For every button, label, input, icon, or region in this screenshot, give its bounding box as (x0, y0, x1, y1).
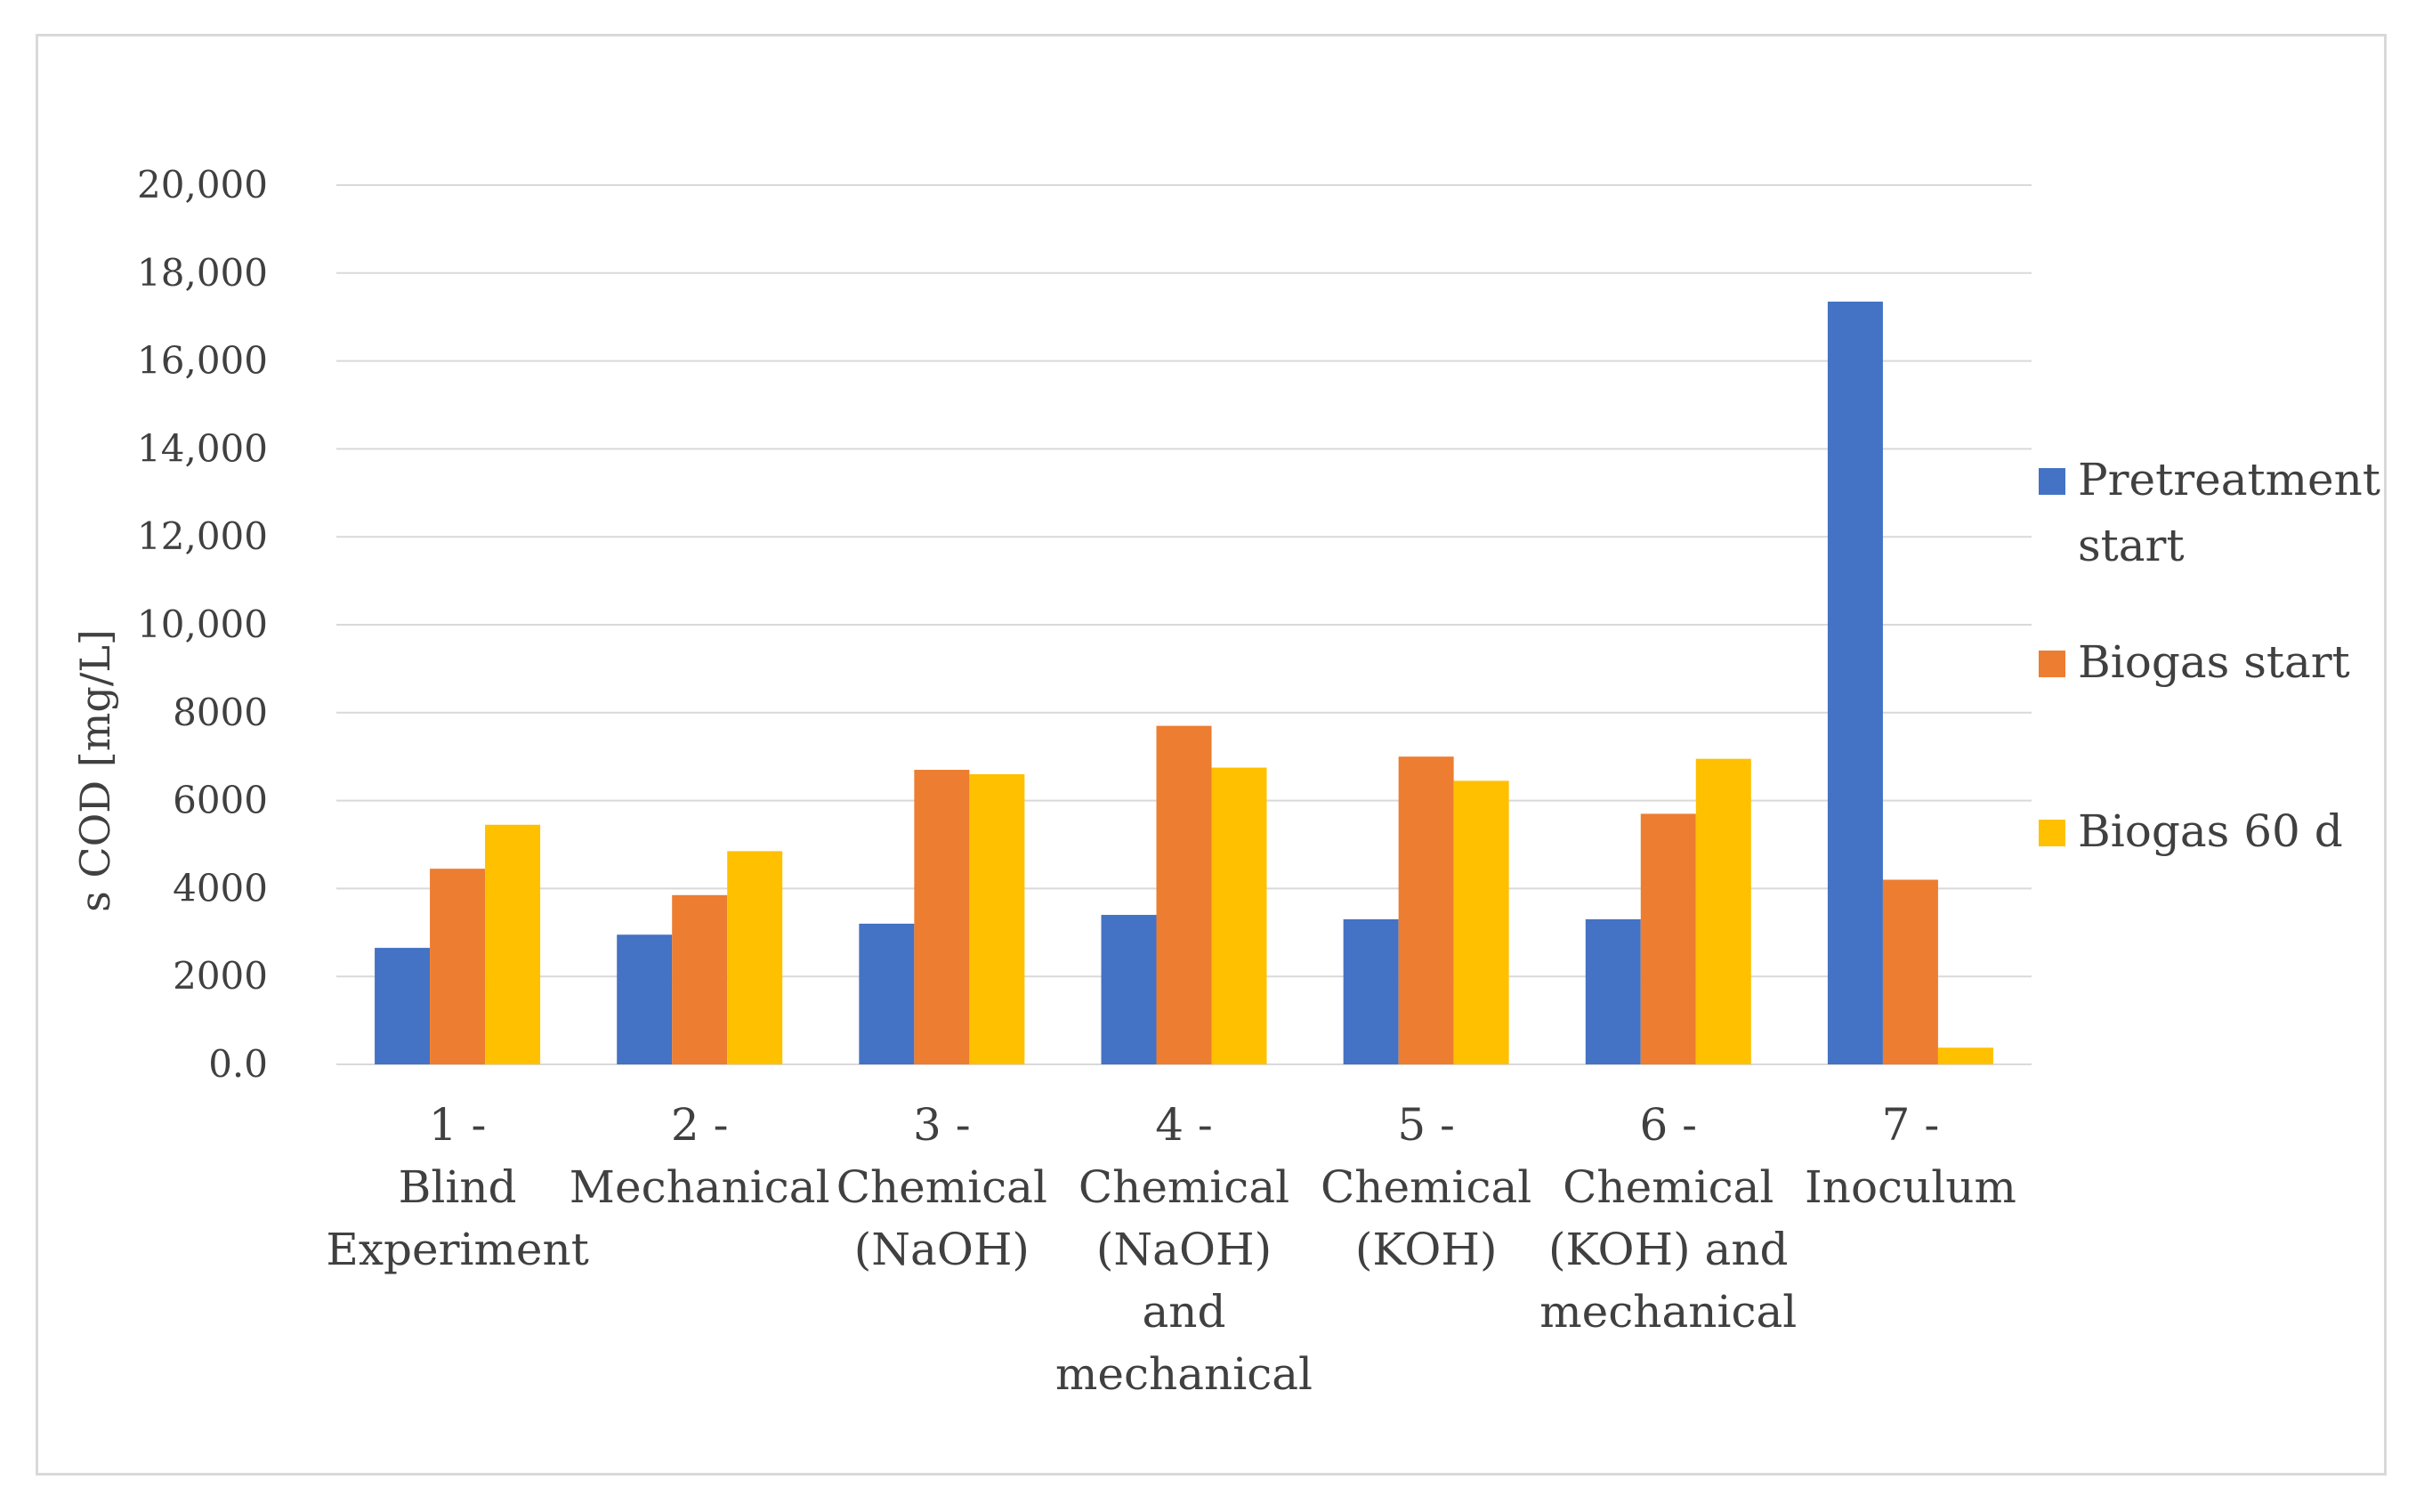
legend-label: Pretreatment (2078, 454, 2380, 505)
x-category-label: 6 - (1639, 1099, 1697, 1151)
y-tick-label: 4000 (173, 866, 268, 910)
chart-svg: 0.0 2000 4000 6000 8000 10,000 12,000 14,000 16,… (71, 163, 2380, 1400)
x-category-label: (KOH) (1355, 1224, 1498, 1275)
bar (914, 770, 970, 1064)
bar (1343, 918, 1399, 1064)
y-tick-label: 18,000 (137, 251, 268, 295)
y-tick-label: 8000 (173, 691, 268, 734)
x-category-label: 7 - (1882, 1099, 1940, 1151)
legend: Pretreatment start Biogas start Biogas 60 d (2039, 454, 2380, 857)
legend-label: Biogas start (2078, 636, 2350, 688)
bar (727, 851, 783, 1064)
x-category-label: 3 - (913, 1099, 971, 1151)
bar (1453, 780, 1509, 1064)
bar (1156, 725, 1212, 1064)
y-tick-label: 12,000 (137, 514, 268, 558)
legend-label: start (2078, 520, 2185, 571)
x-category-label: 4 - (1155, 1099, 1213, 1151)
x-category-label: Inoculum (1805, 1161, 2016, 1213)
bar (1585, 918, 1641, 1064)
bar (1695, 758, 1751, 1064)
x-category-label: and (1142, 1286, 1225, 1338)
category-labels: 1 - Blind Experiment 2 - Mechanical 3 - Chemic… (326, 1099, 2016, 1400)
bar (1211, 767, 1267, 1064)
x-category-label: Chemical (1321, 1161, 1531, 1213)
bar (859, 923, 915, 1064)
x-category-label: (NaOH) (854, 1224, 1030, 1275)
bar (430, 869, 486, 1064)
y-tick-label: 10,000 (137, 602, 268, 646)
x-category-label: Chemical (1563, 1161, 1774, 1213)
bar (617, 934, 673, 1064)
bar (1937, 1047, 1993, 1064)
bar (1827, 301, 1883, 1064)
x-category-label: (NaOH) (1096, 1224, 1272, 1275)
bar (1398, 756, 1454, 1064)
x-category-label: 2 - (671, 1099, 729, 1151)
y-tick-labels: 0.0 2000 4000 6000 8000 10,000 12,000 14,000 16,… (137, 163, 268, 1086)
x-category-label: Mechanical (570, 1161, 830, 1213)
bar (375, 948, 431, 1064)
x-category-label: Chemical (1079, 1161, 1289, 1213)
x-category-label: 5 - (1397, 1099, 1455, 1151)
chart-frame: 0.0 2000 4000 6000 8000 10,000 12,000 14,000 16,… (36, 34, 2387, 1476)
legend-swatch (2039, 651, 2065, 677)
bars (375, 301, 1993, 1064)
x-category-label: (KOH) and (1548, 1224, 1789, 1275)
legend-swatch (2039, 468, 2065, 495)
x-category-label: 1 - (429, 1099, 487, 1151)
y-axis-title: s COD [mg/L] (71, 629, 119, 912)
legend-swatch (2039, 820, 2065, 846)
y-tick-label: 0.0 (208, 1042, 268, 1086)
legend-label: Biogas 60 d (2078, 805, 2343, 857)
bar (672, 894, 728, 1064)
y-tick-label: 14,000 (137, 426, 268, 470)
bar (1882, 879, 1938, 1064)
bar (1640, 813, 1696, 1064)
bar (485, 824, 541, 1064)
y-tick-label: 2000 (173, 954, 268, 998)
x-category-label: Chemical (836, 1161, 1047, 1213)
x-category-label: Blind (399, 1161, 517, 1213)
x-category-label: mechanical (1539, 1286, 1797, 1338)
y-tick-label: 16,000 (137, 339, 268, 383)
bar (969, 773, 1025, 1064)
y-tick-label: 6000 (173, 779, 268, 822)
y-tick-label: 20,000 (137, 163, 268, 206)
x-category-label: Experiment (326, 1224, 588, 1275)
x-category-label: mechanical (1055, 1348, 1313, 1400)
bar (1101, 915, 1157, 1064)
